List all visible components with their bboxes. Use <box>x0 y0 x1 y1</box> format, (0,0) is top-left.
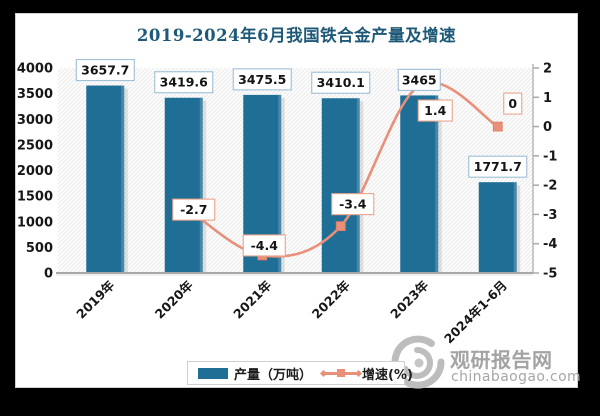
right-axis-tick-label: -3 <box>543 208 557 223</box>
bar <box>86 85 125 273</box>
bar-highlight <box>278 94 282 274</box>
x-axis-category-label: 2019年 <box>73 277 117 321</box>
bar-highlight <box>356 98 360 273</box>
bar-shadow <box>516 185 521 273</box>
bar <box>164 97 203 273</box>
legend: 产量（万吨） 增速(%) <box>187 361 413 385</box>
plot-area <box>58 68 533 273</box>
right-axis-tick-label: -4 <box>543 237 557 252</box>
bar-highlight <box>121 85 125 273</box>
right-axis-tick-label: -5 <box>543 267 557 282</box>
left-axis-tick-label: 2000 <box>17 164 53 179</box>
line-value-label-box <box>331 193 375 216</box>
bar-value-label-box <box>311 71 371 94</box>
bar-shadow <box>438 98 442 273</box>
right-axis-tick-label: -1 <box>543 149 557 164</box>
x-axis-category-label: 2023年 <box>387 277 431 321</box>
line-value-label: -4.4 <box>251 238 279 253</box>
line-value-label: 0 <box>508 96 517 111</box>
bar-value-label: 3419.6 <box>160 75 209 90</box>
watermark: 观研报告网 chinabaogao.com <box>386 330 581 392</box>
growth-line <box>182 81 500 258</box>
bar <box>400 95 439 273</box>
left-axis-tick-label: 4000 <box>17 62 53 77</box>
bar <box>478 182 517 273</box>
chart-title: 2019-2024年6月我国铁合金产量及增速 <box>136 26 457 45</box>
watermark-domain: chinabaogao.com <box>451 369 582 385</box>
left-axis-tick-label: 3500 <box>17 87 53 102</box>
bar-highlight <box>513 182 517 273</box>
bar-value-label: 3475.5 <box>238 72 286 87</box>
right-axis-tick-label: -2 <box>543 179 557 194</box>
line-value-label: 1.4 <box>424 103 446 118</box>
watermark-site-name: 观研报告网 <box>450 348 553 372</box>
line-marker <box>492 121 503 132</box>
bar-value-label-box <box>468 155 528 178</box>
bar-shadow <box>359 101 364 273</box>
left-axis-tick-label: 500 <box>26 241 53 256</box>
legend-bar-label: 产量（万吨） <box>234 367 313 383</box>
line-value-label: -2.7 <box>180 202 207 217</box>
line-value-label: -3.4 <box>339 197 367 212</box>
line-value-label-box <box>417 99 453 122</box>
line-value-label-box <box>503 92 523 115</box>
left-axis-tick-label: 1000 <box>17 215 53 230</box>
line-value-label-box <box>172 198 216 221</box>
x-axis-category-label: 2021年 <box>230 277 274 321</box>
right-axis-tick-label: 2 <box>543 62 552 77</box>
x-axis-category-label: 2020年 <box>152 277 196 321</box>
left-axis-tick-label: 0 <box>44 267 53 282</box>
bar-value-label-box <box>75 58 135 82</box>
x-axis-category-label: 2024年1-6月 <box>441 278 510 347</box>
bar-shadow <box>202 100 207 273</box>
left-axis-tick-label: 2500 <box>17 138 53 153</box>
bar-highlight <box>435 95 439 273</box>
bar <box>321 98 360 273</box>
bar-value-label: 1771.7 <box>474 159 522 174</box>
bar-shadow <box>124 88 128 273</box>
left-axis-tick-label: 3000 <box>17 113 53 128</box>
right-axis-tick-label: 1 <box>543 91 552 106</box>
bar-value-label-box <box>154 71 214 94</box>
bar-value-label: 3657.7 <box>81 63 129 78</box>
left-axis-tick-label: 1500 <box>17 190 53 205</box>
bar-value-label: 3410.1 <box>317 75 365 90</box>
legend-bar-swatch-icon <box>198 367 228 379</box>
bar-value-label: 3465 <box>402 72 437 87</box>
bar-highlight <box>199 97 203 273</box>
right-axis-tick-label: 0 <box>543 120 552 135</box>
chart-canvas: 3657.7 3419.6 3475.5 3410.1 3465 1771.7 -2.7 -4… <box>17 58 557 347</box>
x-axis-category-label: 2022年 <box>309 277 353 321</box>
line-value-label-box <box>242 234 286 257</box>
bar-value-label-box <box>397 68 441 91</box>
legend-line-label: 增速(%) <box>362 367 413 383</box>
bar-value-label-box <box>232 68 292 91</box>
chart-panel: 2019-2024年6月我国铁合金产量及增速 观研报告网 chinabaogao… <box>15 13 581 389</box>
legend-line-swatch-icon <box>319 368 363 378</box>
bar-shadow <box>281 97 285 274</box>
line-marker <box>335 221 346 232</box>
